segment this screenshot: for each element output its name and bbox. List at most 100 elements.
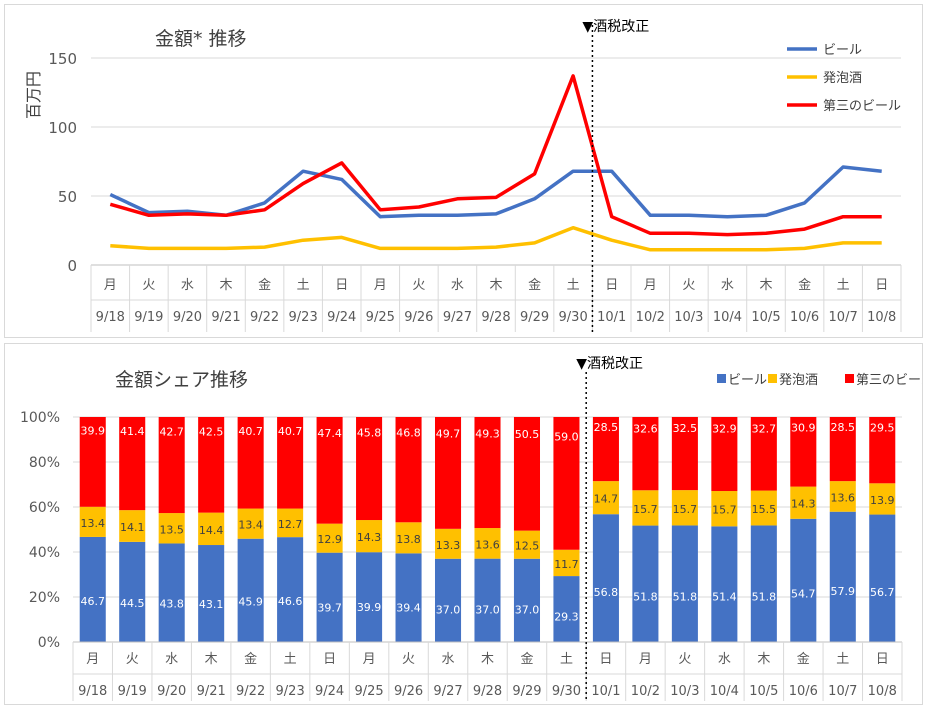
stacked-bars: 46.7 13.4 39.9 44.5 14.1 41.4 43.8 13.5 42.7 43.1… (79, 417, 896, 642)
bar-segment-beer (158, 543, 185, 642)
gridlines (91, 57, 901, 266)
date-label: 10/5 (749, 684, 778, 699)
data-label: 12.9 (317, 533, 342, 546)
date-label: 9/21 (211, 310, 240, 325)
data-label: 32.7 (752, 422, 777, 435)
data-label: 14.3 (791, 498, 816, 511)
bar-segment-third_beer (434, 417, 462, 529)
bar-segment-happoshu (395, 522, 422, 554)
tax-revision-label: ▼酒税改正 (582, 19, 649, 35)
bar-segment-third_beer (79, 417, 106, 507)
bar-segment-third_beer (395, 417, 422, 523)
date-label: 9/19 (118, 684, 147, 699)
weekday-label: 日 (599, 652, 612, 667)
date-label: 9/26 (394, 684, 423, 699)
weekday-label: 火 (682, 278, 695, 293)
weekday-label: 水 (718, 652, 731, 667)
data-label: 32.9 (712, 422, 737, 435)
data-label: 30.9 (791, 422, 816, 435)
bar-segment-happoshu (237, 508, 264, 539)
bar-segment-happoshu (119, 510, 146, 542)
bar-segment-third_beer (198, 417, 225, 513)
bar-segment-third_beer (553, 417, 580, 550)
data-label: 15.7 (712, 504, 737, 517)
bar-segment-third_beer (671, 417, 698, 491)
data-label: 49.3 (475, 428, 500, 441)
weekday-label: 金 (797, 651, 810, 667)
data-label: 12.7 (278, 518, 303, 531)
data-label: 43.1 (199, 598, 224, 611)
weekday-label: 金 (258, 277, 271, 293)
date-label: 9/20 (157, 684, 186, 699)
bar-segment-third_beer (237, 417, 264, 509)
y-tick-label: 0% (38, 635, 60, 651)
data-label: 40.7 (238, 425, 263, 438)
legend-label: 第三のビール (823, 99, 901, 114)
tax-revision-marker: ▼酒税改正 (582, 19, 649, 335)
legend-label: 第三のビール (856, 373, 922, 388)
weekday-label: 木 (757, 652, 770, 667)
data-label: 14.4 (199, 524, 224, 537)
date-label: 10/2 (636, 310, 665, 325)
data-label: 51.8 (752, 590, 777, 603)
data-label: 40.7 (278, 425, 303, 438)
data-label: 13.8 (396, 533, 421, 546)
data-label: 39.7 (317, 601, 342, 614)
data-label: 59.0 (554, 431, 579, 444)
x-axis: 月 9/18 火 9/19 水 9/20 木 9/21 金 9/22 土 9/23 日 9/24 月 9/25… (90, 264, 902, 332)
bar-segment-beer (277, 537, 304, 642)
date-label: 10/5 (751, 310, 780, 325)
data-label: 44.5 (120, 597, 145, 610)
date-label: 9/27 (443, 310, 472, 325)
data-label: 42.7 (159, 425, 184, 438)
weekday-label: 火 (412, 278, 425, 293)
weekday-label: 金 (798, 277, 811, 293)
bar-segment-third_beer (277, 417, 304, 509)
date-label: 9/21 (197, 684, 226, 699)
y-tick-label: 40% (29, 545, 60, 561)
bar-segment-third_beer (711, 417, 738, 492)
bar-segment-happoshu (316, 523, 343, 553)
y-tick-label: 60% (29, 500, 60, 516)
bar-segment-beer (592, 514, 619, 642)
date-label: 10/6 (789, 684, 818, 699)
weekday-label: 火 (402, 652, 415, 667)
data-label: 14.3 (357, 531, 382, 544)
y-tick-label: 100 (48, 119, 77, 137)
date-label: 9/23 (276, 684, 305, 699)
weekday-label: 水 (442, 652, 455, 667)
bar-segment-happoshu (790, 486, 817, 519)
bar-segment-beer (869, 514, 896, 642)
data-label: 46.8 (396, 427, 421, 440)
data-label: 50.5 (515, 428, 540, 441)
weekday-label: 土 (297, 278, 310, 293)
weekday-label: 日 (605, 278, 618, 293)
date-label: 9/26 (404, 310, 433, 325)
share-trend-stacked-bar-chart: 金額シェア推移 0%20%40%60%80%100% 46.713.439.94… (20, 356, 922, 702)
y-tick-labels: 0% 20% 40% 60% 80% 100% (20, 410, 60, 651)
bar-segment-happoshu (632, 490, 659, 526)
weekday-label: 月 (86, 652, 99, 667)
data-label: 11.7 (554, 558, 579, 571)
x-axis: 月 9/18 火 9/19 水 9/20 木 9/21 金 9/22 土 9/23 日 9/24 月 9/25… (72, 641, 903, 701)
date-label: 9/19 (134, 310, 163, 325)
chart-title: 金額シェア推移 (115, 369, 248, 391)
bar-segment-happoshu (750, 490, 777, 526)
y-tick-label: 20% (29, 590, 60, 606)
date-label: 9/22 (236, 684, 265, 699)
series-line-third_beer (109, 74, 882, 237)
data-label: 42.5 (199, 425, 224, 438)
legend-swatch-third_beer (845, 374, 854, 383)
data-label: 29.5 (870, 421, 895, 434)
data-label: 14.7 (594, 493, 619, 506)
bar-segment-happoshu (79, 506, 106, 537)
bar-segment-beer (474, 558, 501, 642)
bar-segment-beer (790, 518, 817, 642)
data-label: 32.5 (673, 422, 698, 435)
date-label: 9/30 (559, 310, 588, 325)
date-label: 10/4 (710, 684, 739, 699)
data-label: 13.9 (870, 494, 895, 507)
date-label: 10/8 (867, 310, 896, 325)
bar-segment-beer (356, 552, 383, 642)
bar-segment-third_beer (119, 417, 146, 511)
